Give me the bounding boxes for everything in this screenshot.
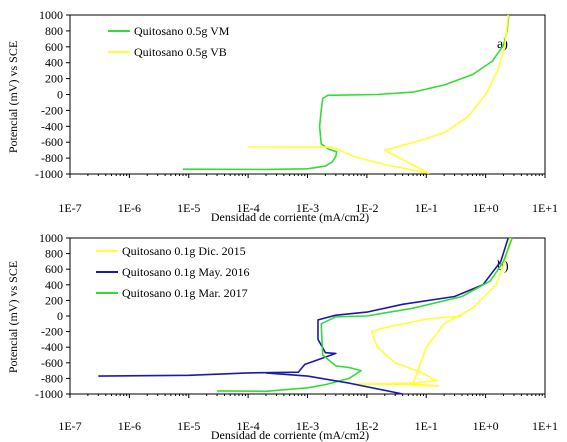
legend-label: Quitosano 0.1g Mar. 2017 xyxy=(122,286,248,300)
panel-label: a) xyxy=(497,37,508,52)
y-tick-label: 0 xyxy=(57,88,63,102)
y-tick-label: 600 xyxy=(45,40,63,54)
y-tick-label: -400 xyxy=(41,340,63,354)
y-tick-label: -800 xyxy=(41,371,63,385)
series-line xyxy=(248,14,509,174)
panel-a: Potencial (mV) vs SCE Densidad de corrie… xyxy=(6,8,558,224)
series-line xyxy=(98,237,509,377)
x-tick-label: 1E+0 xyxy=(473,419,499,433)
x-tick-label: 1E-6 xyxy=(118,419,141,433)
legend-label: Quitosano 0.5g VM xyxy=(134,24,230,38)
series-line xyxy=(265,372,403,395)
legend-label: Quitosano 0.5g VB xyxy=(134,45,227,59)
plot-frame xyxy=(69,237,546,395)
legend-label: Quitosano 0.1g May. 2016 xyxy=(122,265,250,279)
y-tick-label: 800 xyxy=(45,247,63,261)
y-tick-label: -200 xyxy=(41,325,63,339)
x-tick-label: 1E-3 xyxy=(296,419,319,433)
y-tick-label: 200 xyxy=(45,293,63,307)
x-tick-label: 1E+0 xyxy=(473,201,499,215)
y-tick-label: -600 xyxy=(41,356,63,370)
x-tick-label: 1E-4 xyxy=(236,201,259,215)
x-tick-label: 1E-3 xyxy=(296,201,319,215)
y-tick-label: 200 xyxy=(45,72,63,86)
series-line xyxy=(352,237,512,387)
x-tick-label: 1E-2 xyxy=(355,201,378,215)
panel-b: Potencial (mV) vs SCE Densidad de corrie… xyxy=(6,231,558,442)
x-tick-label: 1E-5 xyxy=(177,419,200,433)
x-tick-label: 1E+1 xyxy=(532,201,558,215)
x-tick-label: 1E-1 xyxy=(415,201,438,215)
x-axis-label: Densidad de corriente (mA/cm2) xyxy=(211,210,369,224)
x-tick-label: 1E-6 xyxy=(118,201,141,215)
x-tick-label: 1E-2 xyxy=(355,419,378,433)
y-tick-label: -600 xyxy=(41,135,63,149)
y-tick-label: 1000 xyxy=(39,231,63,245)
y-tick-label: -400 xyxy=(41,119,63,133)
x-tick-label: 1E-7 xyxy=(58,419,81,433)
series-line xyxy=(182,14,510,171)
y-tick-label: 400 xyxy=(45,278,63,292)
y-tick-label: -1000 xyxy=(35,387,63,401)
y-axis-label: Potencial (mV) vs SCE xyxy=(6,41,20,153)
y-tick-label: 0 xyxy=(57,309,63,323)
x-tick-label: 1E+1 xyxy=(532,419,558,433)
y-tick-label: 800 xyxy=(45,24,63,38)
y-tick-label: -1000 xyxy=(35,167,63,181)
y-tick-label: 1000 xyxy=(39,8,63,22)
y-tick-label: 600 xyxy=(45,262,63,276)
x-tick-label: 1E-7 xyxy=(58,201,81,215)
plot-frame xyxy=(69,14,546,175)
series-line xyxy=(217,237,513,393)
legend-label: Quitosano 0.1g Dic. 2015 xyxy=(122,244,246,258)
x-axis-label: Densidad de corriente (mA/cm2) xyxy=(211,428,369,442)
x-tick-label: 1E-1 xyxy=(415,419,438,433)
y-axis-label: Potencial (mV) vs SCE xyxy=(6,261,20,373)
y-tick-label: -200 xyxy=(41,103,63,117)
x-tick-label: 1E-4 xyxy=(236,419,259,433)
y-tick-label: -800 xyxy=(41,151,63,165)
y-tick-label: 400 xyxy=(45,56,63,70)
x-tick-label: 1E-5 xyxy=(177,201,200,215)
